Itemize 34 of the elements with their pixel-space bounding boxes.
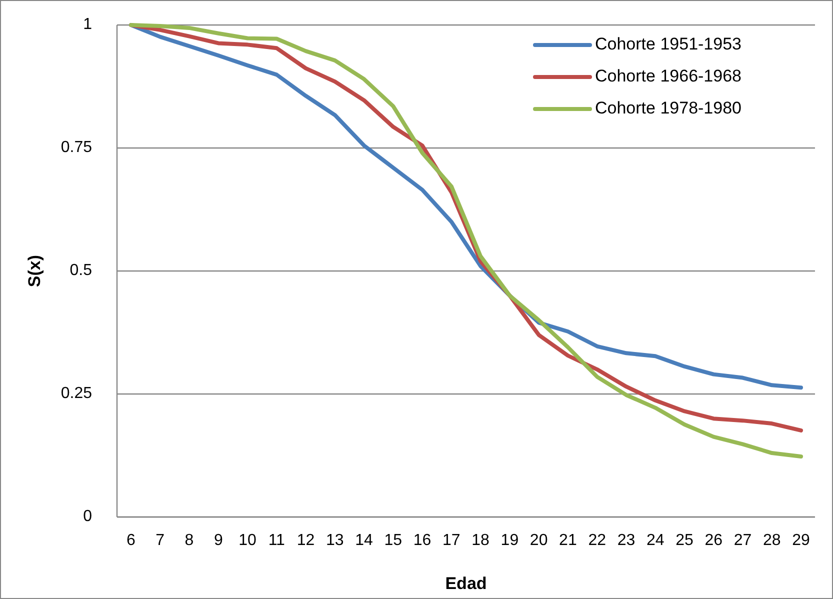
y-tick-label: 1 xyxy=(83,16,92,34)
x-axis-title: Edad xyxy=(445,574,487,593)
y-tick-label: 0.75 xyxy=(60,139,92,156)
y-tick-label: 0.5 xyxy=(70,262,92,280)
x-tick-label: 25 xyxy=(676,532,694,549)
x-tick-label: 29 xyxy=(792,532,810,549)
x-tick-label: 12 xyxy=(296,532,315,549)
x-tick-label: 19 xyxy=(500,532,519,549)
x-tick-label: 21 xyxy=(559,532,577,549)
x-tick-label: 23 xyxy=(617,532,636,549)
x-tick-label: 15 xyxy=(384,532,402,549)
x-tick-label: 10 xyxy=(238,532,257,549)
x-tick-label: 6 xyxy=(126,532,136,549)
x-tick-label: 7 xyxy=(156,532,165,549)
x-tick-label: 28 xyxy=(762,532,781,549)
legend-label: Cohorte 1978-1980 xyxy=(595,98,742,118)
x-tick-label: 17 xyxy=(442,532,460,549)
x-tick-label: 26 xyxy=(704,532,723,549)
x-tick-label: 20 xyxy=(530,532,548,549)
x-tick-label: 11 xyxy=(268,532,286,549)
x-tick-label: 8 xyxy=(184,532,194,549)
x-tick-label: 18 xyxy=(472,532,490,549)
legend-label: Cohorte 1966-1968 xyxy=(595,66,742,86)
x-tick-label: 27 xyxy=(734,532,752,549)
legend-label: Cohorte 1951-1953 xyxy=(595,34,742,54)
y-tick-label: 0.25 xyxy=(60,385,92,402)
x-tick-label: 9 xyxy=(214,532,223,549)
x-tick-label: 22 xyxy=(588,532,606,549)
x-tick-label: 24 xyxy=(646,532,664,549)
x-tick-label: 14 xyxy=(355,532,374,549)
x-tick-label: 13 xyxy=(326,532,344,549)
x-tick-label: 16 xyxy=(413,532,432,549)
y-tick-label: 0 xyxy=(83,508,92,526)
y-axis-title: S(x) xyxy=(25,254,44,288)
